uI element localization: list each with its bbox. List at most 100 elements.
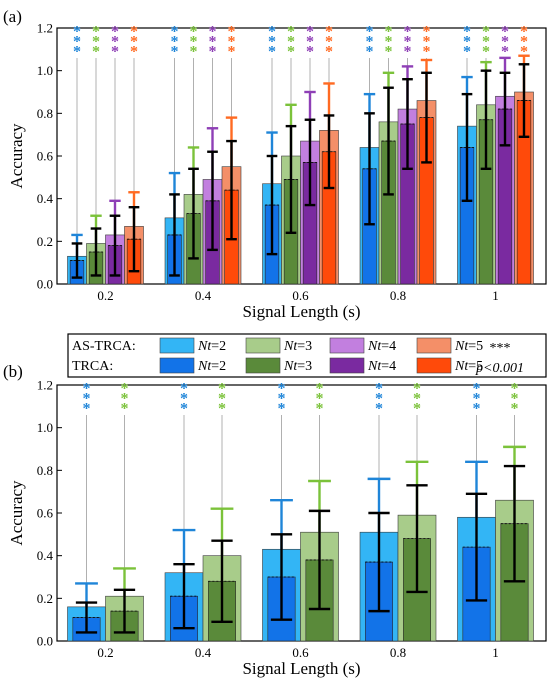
legend-entry-prefix: Nt bbox=[454, 359, 469, 374]
x-tick-label: 1 bbox=[492, 645, 499, 660]
y-tick-label: 0.8 bbox=[37, 463, 53, 478]
significance-star: * bbox=[482, 24, 490, 41]
significance-star: * bbox=[404, 44, 412, 61]
significance-star: * bbox=[83, 401, 91, 418]
significance-star: * bbox=[190, 44, 198, 61]
significance-star: * bbox=[306, 44, 314, 61]
significance-star: * bbox=[482, 34, 490, 51]
significance-star: * bbox=[463, 24, 471, 41]
significance-star: * bbox=[520, 34, 528, 51]
y-tick-label: 1.0 bbox=[37, 63, 53, 78]
significance-star: * bbox=[306, 24, 314, 41]
legend: AS-TRCA:TRCA:Nt=2Nt=2Nt=3Nt=3Nt=4Nt=4Nt=… bbox=[67, 333, 547, 378]
significance-star: * bbox=[385, 24, 393, 41]
significance-star: * bbox=[423, 44, 431, 61]
significance-star: * bbox=[473, 401, 481, 418]
legend-entry-value: =2 bbox=[211, 359, 226, 374]
significance-star: * bbox=[121, 401, 129, 418]
significance-star: * bbox=[278, 401, 286, 418]
x-tick-label: 0.6 bbox=[292, 288, 309, 303]
significance-star: * bbox=[325, 34, 333, 51]
y-tick-label: 0.0 bbox=[37, 634, 53, 649]
significance-star: * bbox=[423, 34, 431, 51]
legend-trca-label: TRCA: bbox=[72, 359, 113, 374]
legend-entry-prefix: Nt bbox=[197, 359, 212, 374]
significance-star: * bbox=[473, 391, 481, 408]
significance-star: * bbox=[463, 44, 471, 61]
significance-star: * bbox=[171, 34, 179, 51]
significance-star: * bbox=[228, 34, 236, 51]
legend-entry-astrca: Nt=5 bbox=[454, 339, 483, 354]
significance-star: * bbox=[209, 44, 217, 61]
panel-label: (b) bbox=[3, 362, 23, 381]
significance-star: * bbox=[278, 391, 286, 408]
significance-star: * bbox=[111, 24, 119, 41]
legend-entry-trca: Nt=2 bbox=[197, 359, 226, 374]
panel-label: (a) bbox=[3, 7, 22, 26]
x-axis-label: Signal Length (s) bbox=[242, 302, 360, 321]
significance-star: * bbox=[92, 34, 100, 51]
x-tick-label: 0.2 bbox=[97, 288, 113, 303]
legend-swatch-astrca bbox=[159, 337, 195, 354]
significance-star: * bbox=[520, 44, 528, 61]
significance-star: * bbox=[209, 24, 217, 41]
y-tick-label: 0.2 bbox=[37, 591, 53, 606]
significance-star: * bbox=[268, 44, 276, 61]
legend-swatch-trca bbox=[416, 357, 452, 374]
x-tick-label: 1 bbox=[492, 288, 499, 303]
significance-star: * bbox=[92, 24, 100, 41]
significance-star: * bbox=[501, 24, 509, 41]
significance-star: * bbox=[325, 44, 333, 61]
significance-star: * bbox=[171, 24, 179, 41]
significance-star: * bbox=[463, 34, 471, 51]
legend-entry-astrca: Nt=2 bbox=[197, 339, 226, 354]
y-tick-label: 0.6 bbox=[37, 149, 54, 164]
legend-entry-value: =2 bbox=[211, 339, 226, 354]
significance-star: * bbox=[73, 34, 81, 51]
legend-entry-prefix: Nt bbox=[197, 339, 212, 354]
legend-entry-trca: Nt=5 bbox=[454, 359, 483, 374]
significance-star: * bbox=[268, 34, 276, 51]
significance-star: * bbox=[228, 24, 236, 41]
legend-swatch-trca bbox=[329, 357, 365, 374]
y-axis-label: Accuracy bbox=[7, 123, 26, 189]
significance-star: * bbox=[287, 34, 295, 51]
y-tick-label: 0.4 bbox=[37, 191, 54, 206]
significance-star: * bbox=[423, 24, 431, 41]
y-tick-label: 1.2 bbox=[37, 21, 53, 36]
significance-star: * bbox=[511, 391, 519, 408]
legend-swatch-trca bbox=[159, 357, 195, 374]
significance-star: * bbox=[287, 44, 295, 61]
significance-star: * bbox=[473, 381, 481, 398]
significance-star: * bbox=[83, 381, 91, 398]
significance-star: * bbox=[209, 34, 217, 51]
significance-star: * bbox=[111, 34, 119, 51]
significance-star: * bbox=[375, 381, 383, 398]
y-tick-label: 1.0 bbox=[37, 420, 53, 435]
significance-star: * bbox=[404, 24, 412, 41]
legend-entry-prefix: Nt bbox=[283, 339, 298, 354]
significance-star: * bbox=[121, 391, 129, 408]
legend-entry-value: =5 bbox=[468, 339, 483, 354]
significance-star: * bbox=[190, 24, 198, 41]
legend-entry-prefix: Nt bbox=[454, 339, 469, 354]
legend-swatch-astrca bbox=[245, 337, 281, 354]
legend-entry-trca: Nt=3 bbox=[283, 359, 312, 374]
significance-star: * bbox=[404, 34, 412, 51]
significance-star: * bbox=[180, 391, 188, 408]
legend-swatch-astrca bbox=[416, 337, 452, 354]
significance-star: * bbox=[385, 34, 393, 51]
significance-star: * bbox=[218, 391, 226, 408]
significance-star: * bbox=[92, 44, 100, 61]
significance-star: * bbox=[325, 24, 333, 41]
significance-star: * bbox=[520, 24, 528, 41]
significance-star: * bbox=[366, 44, 374, 61]
significance-star: * bbox=[501, 34, 509, 51]
x-tick-label: 0.4 bbox=[195, 288, 212, 303]
significance-star: * bbox=[316, 391, 324, 408]
legend-swatch-trca bbox=[245, 357, 281, 374]
significance-star: * bbox=[316, 401, 324, 418]
significance-star: * bbox=[316, 381, 324, 398]
legend-entry-prefix: Nt bbox=[367, 339, 382, 354]
x-tick-label: 0.2 bbox=[97, 645, 113, 660]
